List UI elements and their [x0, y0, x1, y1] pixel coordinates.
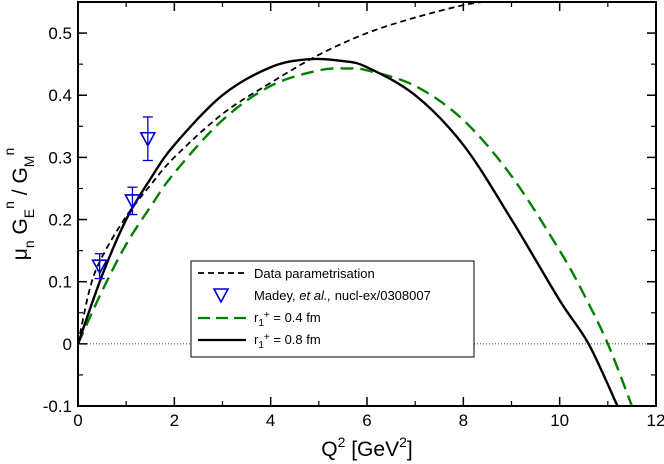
legend-madey-italic: et al., — [299, 288, 331, 303]
legend-r08-sup: + — [264, 332, 270, 343]
x-tick-label: 2 — [170, 411, 179, 430]
y-title-g2-sub: M — [21, 156, 37, 168]
y-tick-label: 0.4 — [48, 86, 72, 105]
x-title-sup2: 2 — [399, 434, 407, 450]
legend-label-madey: Madey, et al., nucl-ex/0308007 — [254, 288, 431, 303]
y-title-g1-sup: n — [1, 201, 17, 209]
legend-label-r04: r1+ = 0.4 fm — [254, 310, 321, 329]
x-tick-label: 4 — [266, 411, 275, 430]
legend-r04-main: r — [254, 310, 259, 325]
data-point-marker — [139, 131, 157, 148]
legend-r04-sup: + — [264, 310, 270, 321]
y-title-g2-sup: n — [1, 148, 17, 156]
legend-r04-rest: = 0.4 fm — [270, 310, 321, 325]
legend-madey-rest: nucl-ex/0308007 — [331, 288, 431, 303]
x-title-sup: 2 — [338, 434, 346, 450]
x-tick-label: 6 — [362, 411, 371, 430]
x-title-end: ] — [407, 438, 413, 461]
x-title-mid: [GeV — [345, 438, 399, 461]
y-title-mu: μ — [9, 248, 32, 260]
x-title-main: Q — [321, 438, 337, 461]
legend-label-r08: r1+ = 0.8 fm — [254, 332, 321, 351]
data-point-marker — [91, 259, 109, 275]
legend: Data parametrisation Madey, et al., nucl… — [190, 260, 475, 358]
y-axis-title: μn GEn / GMn — [1, 148, 37, 261]
y-title-mu-sub: n — [21, 240, 37, 248]
data-point-marker — [124, 194, 141, 210]
legend-label-data-parametrisation: Data parametrisation — [254, 266, 375, 281]
y-tick-label: 0.1 — [48, 273, 72, 292]
legend-r04-sub: 1 — [258, 318, 264, 329]
legend-r08-main: r — [254, 332, 259, 347]
legend-madey-plain: Madey, — [254, 288, 299, 303]
legend-r08-sub: 1 — [258, 340, 264, 351]
y-title-g1-sub: E — [21, 209, 37, 218]
series-line-0 — [78, 2, 483, 345]
x-tick-label: 8 — [459, 411, 468, 430]
y-tick-label: 0 — [63, 335, 72, 354]
x-axis-title: Q2 [GeV2] — [321, 434, 412, 461]
x-tick-label: 0 — [73, 411, 82, 430]
y-tick-label: -0.1 — [43, 397, 72, 416]
x-tick-label: 12 — [647, 411, 664, 430]
legend-swatch-madey — [212, 288, 230, 304]
y-tick-label: 0.3 — [48, 148, 72, 167]
series-line-1 — [78, 67, 634, 406]
legend-r08-rest: = 0.8 fm — [270, 332, 321, 347]
x-tick-label: 10 — [550, 411, 569, 430]
y-title-g1: G — [9, 218, 32, 240]
y-title-slash: / G — [9, 167, 32, 201]
y-tick-label: 0.2 — [48, 211, 72, 230]
y-tick-label: 0.5 — [48, 24, 72, 43]
